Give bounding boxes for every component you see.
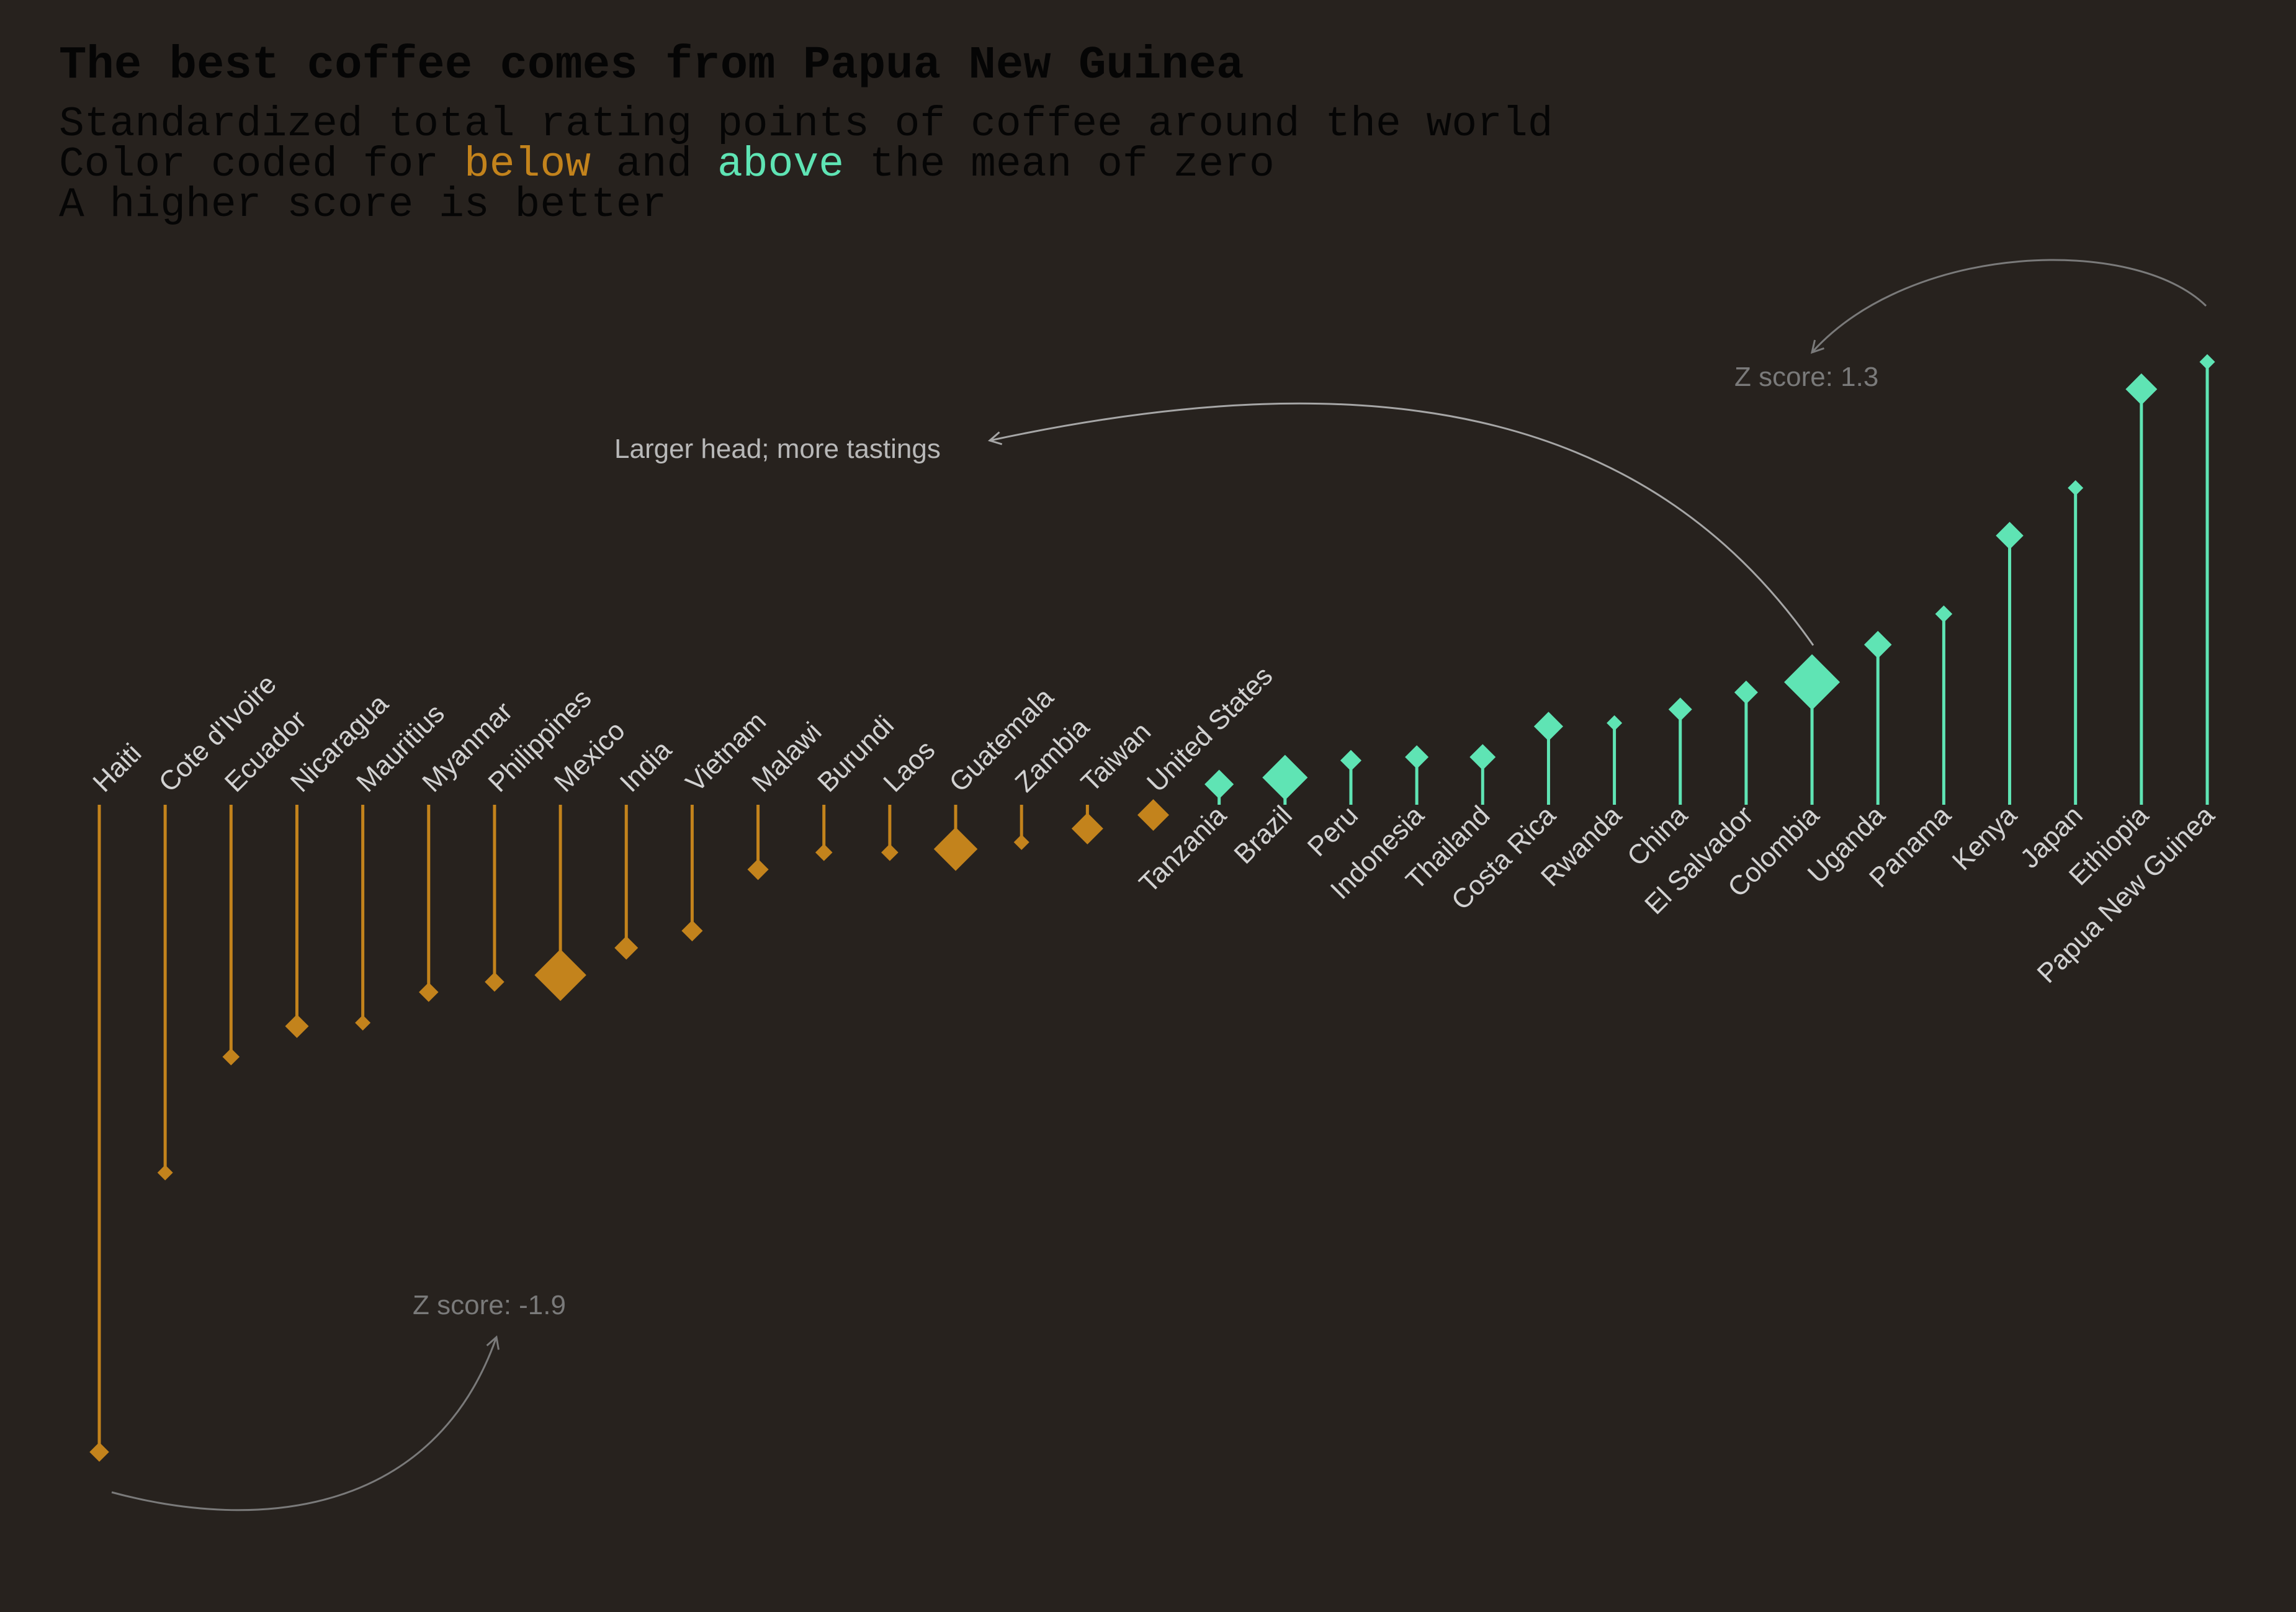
head-tanzania xyxy=(1204,769,1234,799)
subtitle-below-word: below xyxy=(464,141,591,189)
head-indonesia xyxy=(1405,745,1429,769)
head-uganda xyxy=(1863,630,1892,659)
min-annotation-arrow xyxy=(111,1335,500,1511)
label-brazil: Brazil xyxy=(1228,800,1298,869)
head-mexico xyxy=(534,949,586,1001)
head-brazil xyxy=(1262,755,1308,800)
head-peru xyxy=(1340,750,1362,771)
head-rwanda xyxy=(1607,715,1623,731)
chart-marks: Haiti Cote d'IvoireEcuadorNicaraguaMaurit… xyxy=(87,354,2220,1462)
head-japan xyxy=(2068,480,2084,496)
label-haiti: Haiti xyxy=(87,738,147,798)
head-ecuador xyxy=(222,1048,240,1066)
max-annotation-label: Z score: 1.3 xyxy=(1734,362,1878,392)
head-haiti xyxy=(89,1442,109,1462)
head-papua-new-guinea xyxy=(2199,354,2215,370)
head-laos xyxy=(881,844,899,861)
size-annotation-arrow xyxy=(987,402,1814,646)
head-el-salvador xyxy=(1734,680,1758,704)
subtitle-line2-post: the mean of zero xyxy=(844,141,1275,189)
head-guatemala xyxy=(933,827,978,871)
head-burundi xyxy=(815,844,833,861)
head-thailand xyxy=(1469,744,1496,771)
chart-subtitle-line1: Standardized total rating points of coff… xyxy=(59,101,1553,148)
annotations: Z score: 1.3 Larger head; more tastings … xyxy=(111,259,2207,1511)
min-annotation-label: Z score: -1.9 xyxy=(413,1290,566,1320)
head-colombia xyxy=(1784,654,1841,710)
head-india xyxy=(614,936,639,960)
head-united-states xyxy=(1137,799,1169,831)
head-taiwan xyxy=(1071,812,1103,844)
head-philippines xyxy=(485,972,504,992)
head-costa-rica xyxy=(1533,712,1563,741)
head-cote-d-ivoire xyxy=(157,1165,173,1181)
head-vietnam xyxy=(681,920,703,942)
label-united-states: United States xyxy=(1141,661,1278,798)
max-annotation-arrow xyxy=(1810,259,2207,354)
head-panama xyxy=(1935,605,1953,623)
subtitle-above-word: above xyxy=(717,141,844,189)
subtitle-line2-mid: and xyxy=(591,141,717,189)
label-kenya: Kenya xyxy=(1947,800,2023,876)
head-myanmar xyxy=(419,982,439,1002)
subtitle-line2-pre: Color coded for xyxy=(59,141,464,189)
size-annotation-label: Larger head; more tastings xyxy=(614,434,941,464)
head-ethiopia xyxy=(2125,373,2158,405)
head-malawi xyxy=(747,859,769,880)
head-zambia xyxy=(1013,834,1029,850)
label-laos: Laos xyxy=(877,735,941,798)
head-nicaragua xyxy=(285,1014,309,1038)
chart-subtitle-line3: A higher score is better xyxy=(59,181,666,229)
head-mauritius xyxy=(355,1014,371,1031)
head-kenya xyxy=(1996,522,2024,550)
chart-title: The best coffee comes from Papua New Gui… xyxy=(59,40,1244,92)
chart-subtitle-line2: Color coded for below and above the mean… xyxy=(59,141,1275,189)
head-china xyxy=(1668,697,1692,722)
